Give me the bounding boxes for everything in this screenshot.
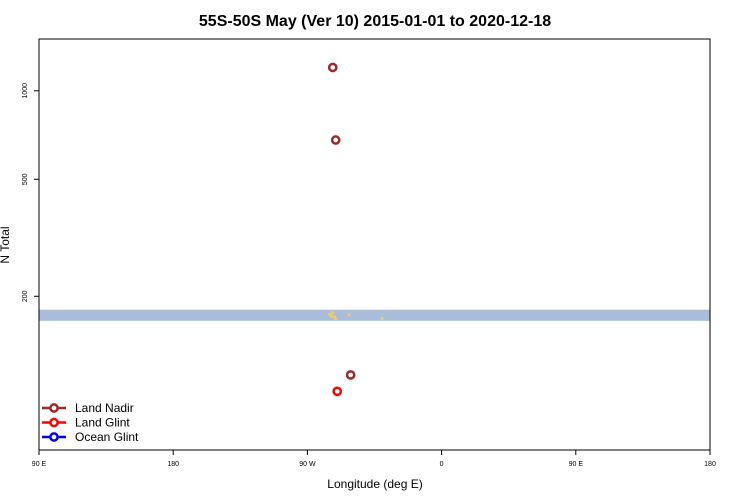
x-tick-label: 90 E — [569, 461, 584, 468]
x-axis-label: Longitude (deg E) — [327, 477, 422, 491]
legend-item: Ocean Glint — [42, 430, 139, 444]
y-tick-label: 1000 — [22, 83, 29, 99]
band-point — [380, 316, 384, 321]
x-tick-label: 180 — [704, 461, 716, 468]
data-point — [345, 370, 356, 380]
y-axis-label: N Total — [0, 226, 12, 263]
legend-label: Ocean Glint — [75, 430, 139, 444]
x-tick-label: 90 W — [299, 461, 316, 468]
legend-marker — [49, 403, 59, 413]
data-points — [327, 62, 356, 397]
plot-frame — [38, 38, 711, 451]
x-tick-label: 180 — [167, 461, 179, 468]
band-point — [329, 314, 333, 318]
legend-marker — [49, 417, 59, 428]
x-tick-label: 0 — [440, 461, 444, 468]
band-point — [334, 316, 338, 321]
legend-label: Land Nadir — [75, 401, 134, 415]
y-tick-label: 200 — [22, 290, 29, 302]
x-axis: 90 E 180 90 W 0 90 E 180 — [32, 450, 716, 468]
highlight-band — [39, 309, 710, 321]
band-point — [347, 313, 351, 317]
x-tick-label: 90 E — [32, 461, 47, 468]
data-point — [330, 135, 341, 145]
data-point — [332, 386, 343, 397]
chart-title: 55S-50S May (Ver 10) 2015-01-01 to 2020-… — [199, 13, 551, 30]
legend-item: Land Nadir — [42, 401, 134, 415]
legend-label: Land Glint — [75, 416, 130, 430]
y-axis: 200 500 1000 — [22, 83, 39, 302]
band-rect — [39, 309, 710, 321]
band-point — [331, 310, 335, 315]
y-tick-label: 500 — [22, 173, 29, 185]
legend-marker — [49, 432, 59, 442]
data-point — [327, 62, 338, 73]
legend-item: Land Glint — [42, 416, 130, 430]
